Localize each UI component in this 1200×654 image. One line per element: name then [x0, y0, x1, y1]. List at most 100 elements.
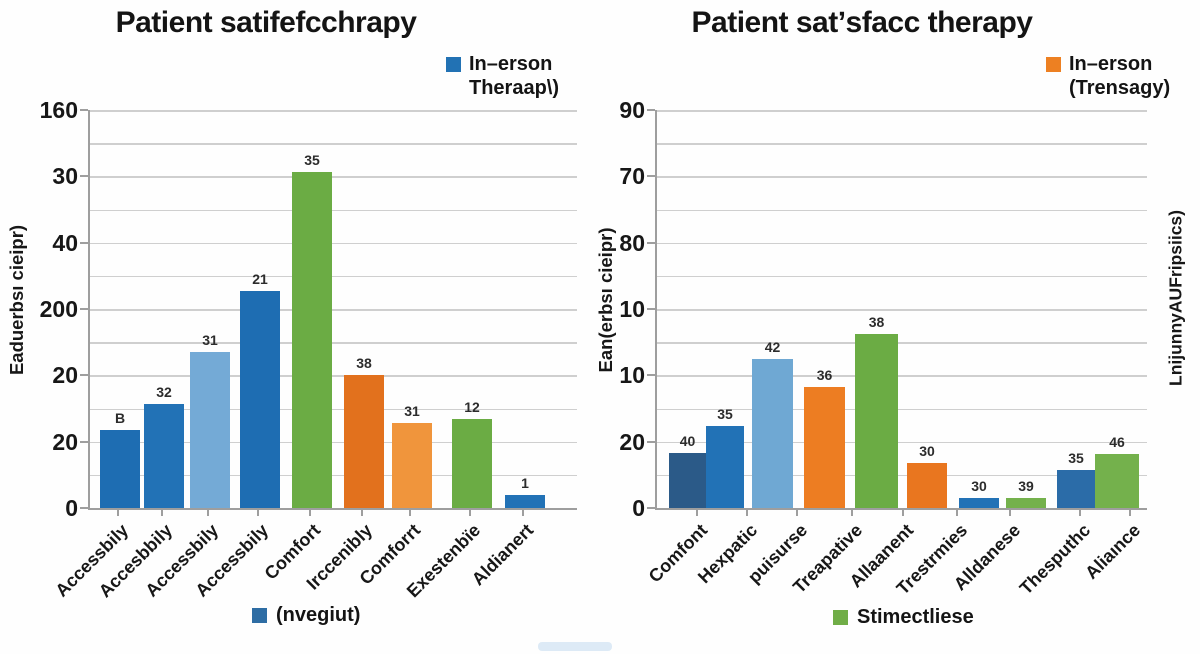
legend-label: In–erson Theraap\)	[469, 52, 559, 100]
y-tick-label: 70	[619, 163, 645, 190]
x-tick-mark	[1079, 510, 1081, 516]
bar-value-label: 32	[156, 384, 172, 400]
bar-value-label: 31	[202, 332, 218, 348]
bar-trestrmies: 30	[907, 443, 947, 508]
y-tick-label: 160	[39, 97, 78, 123]
bar-value-label: 40	[679, 433, 696, 449]
bar-value-label: 36	[816, 367, 833, 383]
y-tick-mark	[647, 109, 655, 111]
y-tick-label: 40	[52, 229, 78, 256]
x-tick-mark	[1009, 510, 1011, 516]
bar-value-label: 38	[868, 314, 885, 330]
bar-value-label: 30	[919, 443, 935, 459]
plot-area-left: B 32 31 21 35 38 31 12 1	[88, 110, 577, 510]
bar-value-label: 35	[304, 152, 320, 168]
gridline	[90, 242, 577, 245]
bar-value-label: 46	[1109, 434, 1125, 450]
y-tick-label: 90	[619, 97, 645, 123]
gridline	[90, 309, 577, 311]
y-tick-mark	[80, 109, 88, 111]
y-tick-label: 0	[65, 495, 78, 521]
bar-allaanent: 38	[855, 314, 898, 508]
y-tick-label: 20	[52, 428, 78, 455]
gridline	[90, 375, 577, 377]
gridline	[657, 309, 1147, 311]
gridline	[657, 441, 1147, 444]
x-tick-mark	[522, 510, 524, 516]
y-tick-label: 200	[39, 296, 78, 322]
legend-swatch-orange	[1046, 57, 1061, 72]
y-tick-mark	[80, 241, 88, 244]
gridline	[90, 176, 577, 178]
y-tick-mark	[647, 374, 655, 377]
legend-swatch-nvegiut	[252, 608, 267, 623]
bar-value-label: B	[114, 410, 126, 426]
bar-comfont: 40	[669, 433, 706, 508]
legend-top-right: In–erson (Trensagy)	[1046, 52, 1170, 100]
x-tick-mark	[851, 510, 853, 516]
x-tick-mark	[696, 510, 698, 516]
bar-comfort: 35	[292, 152, 332, 508]
bar-value-label: 12	[464, 399, 480, 415]
legend-bottom-label: (nvegiut)	[276, 604, 361, 626]
bar-thesputhc: 39	[1006, 478, 1046, 508]
bar-accessbily: 31	[190, 332, 230, 508]
y-tick-mark	[647, 308, 655, 310]
bar-accesbbily: 32	[144, 384, 184, 508]
bar-value-label: 42	[764, 339, 781, 355]
bar-series-9: 46	[1095, 434, 1139, 508]
gridline	[657, 176, 1147, 178]
legend-line-1: In–erson	[1069, 53, 1153, 75]
bar-alldanese: 30	[959, 478, 999, 508]
gridline	[657, 110, 1147, 112]
legend-swatch-green	[833, 610, 848, 625]
y-tick-label: 20	[619, 428, 645, 455]
x-tick-mark	[956, 510, 958, 516]
gridline	[657, 242, 1147, 245]
y-tick-mark	[80, 308, 88, 310]
x-tick-mark	[1129, 510, 1131, 516]
chart-title-right: Patient satʼsfacc therapy	[691, 6, 1033, 39]
y-tick-label: 10	[619, 362, 645, 389]
gridline	[90, 474, 577, 477]
gridline	[657, 474, 1147, 477]
x-tick-mark	[469, 510, 471, 516]
legend-bottom-right: Stimectliese	[833, 606, 974, 629]
bar-value-label: 1	[521, 475, 529, 491]
bar-accessbily: 21	[240, 271, 280, 508]
secondary-right-axis-label: LnijunnyAUFripsiics)	[1165, 210, 1186, 386]
gridline	[90, 275, 577, 278]
bar-value-label: 35	[717, 406, 733, 422]
bar-exestenbïe: 12	[452, 399, 492, 508]
x-tick-label: Aliaınce	[1081, 520, 1145, 583]
y-tick-mark	[80, 374, 88, 377]
x-tick-mark	[309, 510, 311, 516]
bottom-center-artifact	[538, 642, 612, 651]
y-tick-mark	[80, 507, 88, 509]
gridline	[657, 342, 1147, 344]
y-tick-label: 80	[619, 229, 645, 256]
x-tick-mark	[257, 510, 259, 516]
legend-line-1: In–erson	[469, 53, 553, 75]
y-tick-mark	[647, 175, 655, 178]
y-tick-mark	[647, 241, 655, 244]
plot-area-right: 40 35 42 36 38 30 30 39 35 46	[655, 110, 1147, 510]
bar-value-label: 21	[252, 271, 268, 287]
gridline	[90, 408, 577, 410]
bar-value-label: 31	[404, 403, 420, 419]
bar-value-label: 35	[1068, 450, 1084, 466]
gridline	[657, 408, 1147, 410]
gridline	[657, 209, 1147, 211]
legend-top-left: In–erson Theraap\)	[446, 52, 559, 100]
x-tick-mark	[161, 510, 163, 516]
x-tick-mark	[117, 510, 119, 516]
y-tick-label: 10	[619, 296, 645, 322]
legend-label: In–erson (Trensagy)	[1069, 52, 1170, 100]
bar-comforrt: 31	[392, 403, 432, 508]
bar-aldianert: 1	[505, 475, 545, 508]
x-tick-mark	[207, 510, 209, 516]
gridline	[657, 275, 1147, 278]
bar-aliaınce: 35	[1057, 450, 1095, 508]
